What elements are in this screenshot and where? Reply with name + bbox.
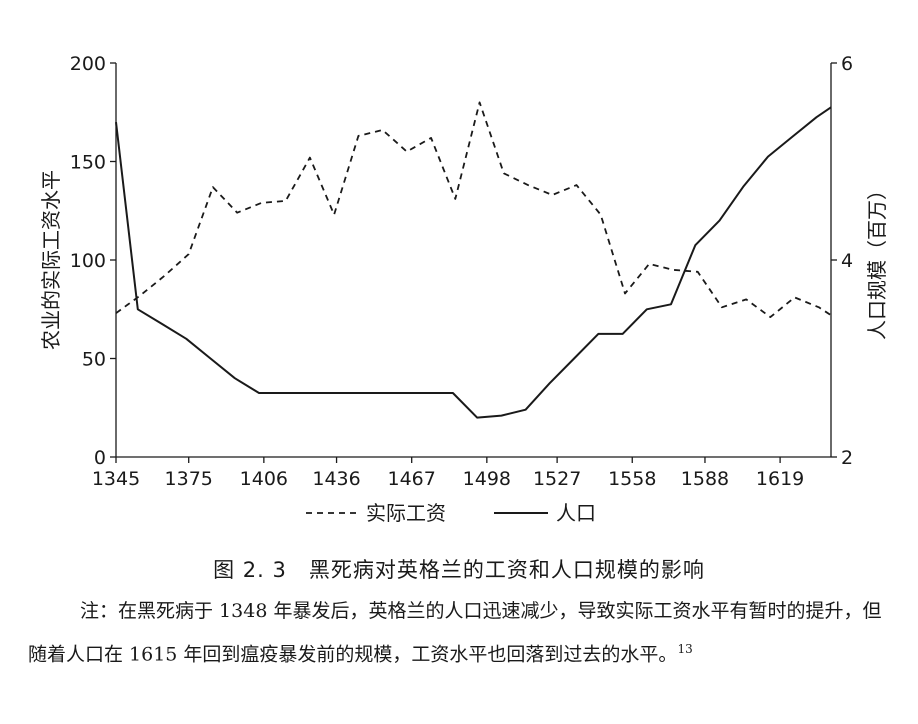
left-axis-label: 农业的实际工资水平 xyxy=(39,170,63,350)
figure-note: 注：在黑死病于 1348 年暴发后，英格兰的人口迅速减少，导致实际工资水平有暂时… xyxy=(28,592,894,673)
legend-label-population: 人口 xyxy=(556,501,596,525)
legend: 实际工资 人口 xyxy=(306,501,596,525)
left-tick-label: 0 xyxy=(94,447,106,469)
series-line-wage xyxy=(115,101,832,319)
x-tick-label: 1406 xyxy=(240,468,288,490)
right-tick-label: 6 xyxy=(841,53,853,75)
x-tick-label: 1527 xyxy=(533,468,581,490)
note-label: 注： xyxy=(80,600,119,622)
note-reference: 13 xyxy=(677,642,693,656)
right-axis-label: 人口规模（百万） xyxy=(865,180,889,340)
note-body: 在黑死病于 1348 年暴发后，英格兰的人口迅速减少，导致实际工资水平有暂时的提… xyxy=(28,600,882,666)
x-tick-label: 1467 xyxy=(388,468,436,490)
series-line-population xyxy=(115,106,832,419)
legend-label-wage: 实际工资 xyxy=(366,501,446,525)
x-tick-label: 1619 xyxy=(756,468,804,490)
left-tick-label: 150 xyxy=(70,152,106,174)
x-tick-label: 1588 xyxy=(681,468,729,490)
chart: 0 50 100 150 200 2 4 6 1345 1375 1406 1436 1467 1498 1… xyxy=(39,53,889,525)
x-tick-label: 1375 xyxy=(165,468,213,490)
x-tick-label: 1558 xyxy=(608,468,656,490)
left-tick-label: 50 xyxy=(82,349,106,371)
right-tick-label: 4 xyxy=(841,250,853,272)
series-layer xyxy=(115,101,832,419)
x-tick-label: 1436 xyxy=(312,468,360,490)
x-tick-label: 1498 xyxy=(463,468,511,490)
right-tick-label: 2 xyxy=(841,447,853,469)
x-tick-label: 1345 xyxy=(92,468,140,490)
axes-layer: 0 50 100 150 200 2 4 6 1345 1375 1406 1436 1467 1498 1… xyxy=(70,53,853,490)
left-tick-label: 200 xyxy=(70,53,106,75)
figure-caption: 图 2. 3 黑死病对英格兰的工资和人口规模的影响 xyxy=(213,558,705,582)
left-tick-label: 100 xyxy=(70,250,106,272)
